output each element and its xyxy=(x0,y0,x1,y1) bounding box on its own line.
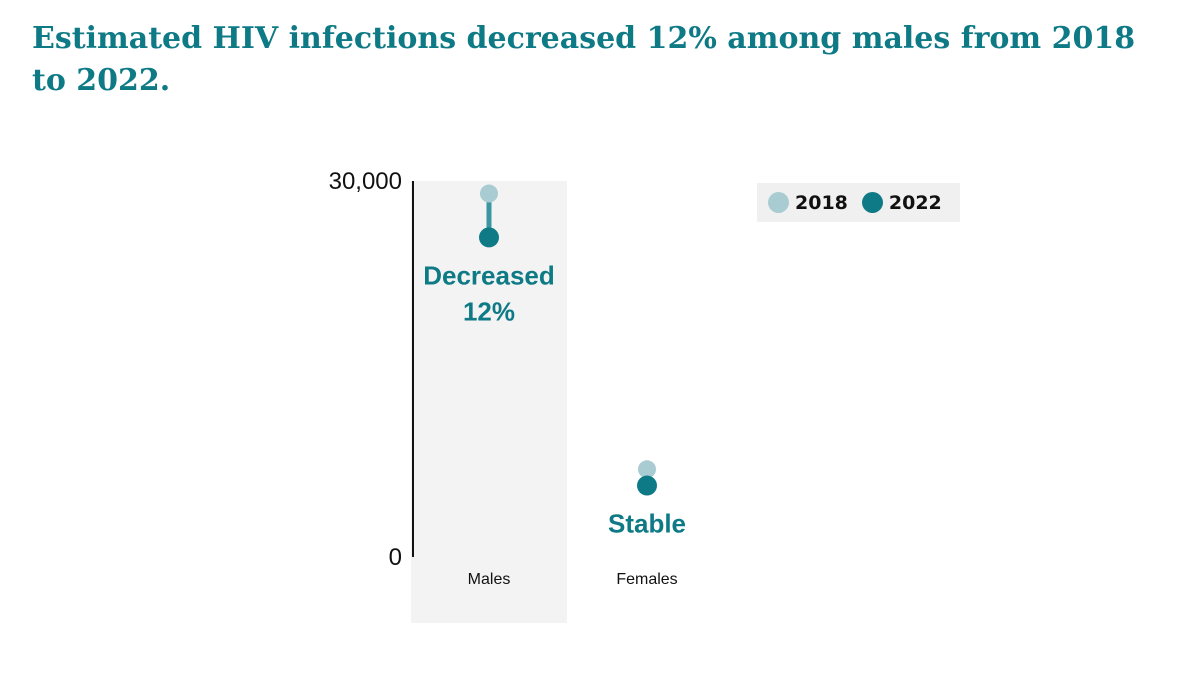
legend-label-2018: 2018 xyxy=(795,191,848,214)
dot-males-2022 xyxy=(479,227,499,248)
category-label-females: Females xyxy=(616,571,677,588)
category-labels: Males Females xyxy=(468,571,678,588)
legend-item-2018: 2018 xyxy=(768,192,848,214)
category-label-males: Males xyxy=(468,571,511,588)
legend-swatch-2022 xyxy=(861,192,883,213)
legend-label-2022: 2022 xyxy=(888,191,942,214)
dot-females-2018 xyxy=(638,460,656,479)
legend-item-2022: 2022 xyxy=(861,191,942,214)
dot-males-2018 xyxy=(480,184,498,203)
y-tick-label-30-000: 30,000 xyxy=(329,168,402,195)
chart-title: Estimated HIV infections decreased 12% a… xyxy=(32,21,1136,98)
legend-swatch-2018 xyxy=(768,192,789,213)
data-marks xyxy=(479,184,657,496)
y-axis-ticks: 0 30,000 xyxy=(329,168,402,571)
y-tick-label-0: 0 xyxy=(389,544,402,571)
dot-females-2022 xyxy=(637,475,657,496)
annotations: Decreased 12% Stable xyxy=(423,260,686,538)
annotation-males-line-2: 12% xyxy=(463,296,515,326)
annotation-males-line-1: Decreased xyxy=(423,260,555,290)
annotation-females-line-1: Stable xyxy=(608,509,686,539)
males-highlight-band xyxy=(411,181,567,623)
legend: 2018 2022 xyxy=(757,183,960,222)
